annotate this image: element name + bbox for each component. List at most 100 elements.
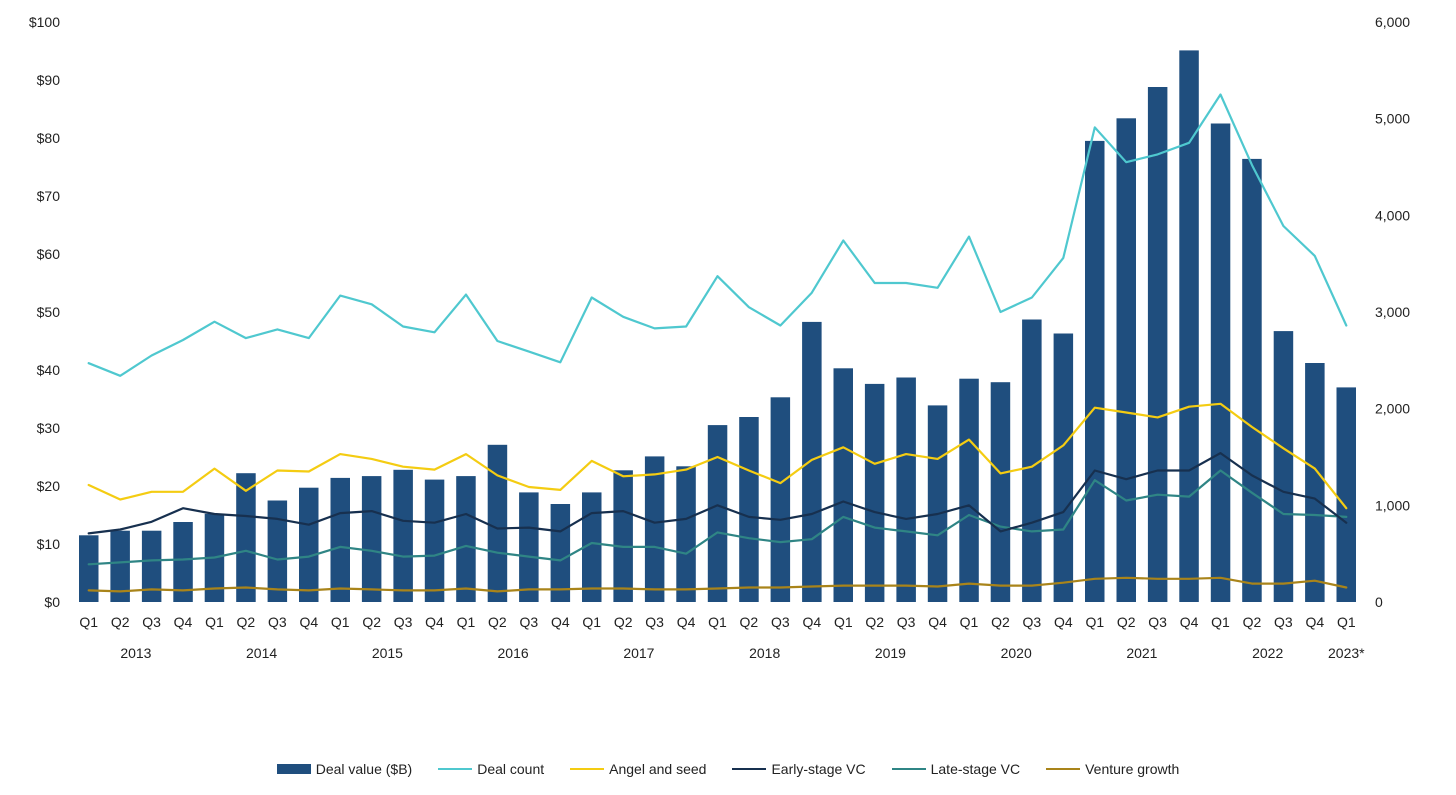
legend-item-deal-count: Deal count [438,761,544,777]
x-axis-quarter-label: Q3 [268,614,287,630]
x-axis-year-label: 2016 [498,645,529,661]
line-angel-and-seed [87,402,1348,510]
x-axis-quarter-label: Q2 [865,614,884,630]
legend-swatch-late-stage [891,768,926,770]
x-axis-quarter-label: Q1 [457,614,476,630]
bar-deal-value-22 [770,397,791,602]
bar-deal-value-23 [802,321,822,602]
x-axis-year-label: 2021 [1126,645,1157,661]
x-axis-year-label: 2018 [749,645,780,661]
x-axis-quarter-label: Q4 [1054,614,1073,630]
x-axis-quarter-label: Q4 [551,614,570,630]
legend-item-late-stage: Late-stage VC [891,761,1021,777]
legend-label-deal-value: Deal value ($B) [315,761,413,777]
legend-swatch-venture-growth [1046,768,1081,770]
bar-deal-value-8 [330,477,350,602]
bar-deal-value-28 [959,378,979,602]
x-axis-quarter-label: Q1 [79,614,98,630]
bar-deal-value-11 [424,479,445,602]
line-late-stage-vc [87,469,1348,566]
right-axis-tick-label: 4,000 [1375,207,1410,223]
legend-item-early-stage: Early-stage VC [732,761,866,777]
line-deal-count [87,93,1348,377]
legend-swatch-early-stage [732,768,767,770]
x-axis-quarter-label: Q1 [1085,614,1104,630]
x-axis-quarter-label: Q1 [205,614,224,630]
left-axis-tick-label: $70 [37,188,61,204]
bar-deal-value-19 [676,466,696,602]
right-axis-tick-label: 5,000 [1375,111,1410,127]
legend-item-deal-value: Deal value ($B) [276,761,413,777]
x-axis-year-label: 2015 [372,645,403,661]
x-axis-quarter-label: Q4 [928,614,947,630]
legend-swatch-deal-value [276,764,311,774]
bar-deal-value-5 [236,473,256,602]
right-axis-tick-label: 3,000 [1375,304,1410,320]
left-axis-tick-label: $50 [37,304,61,320]
x-axis-quarter-label: Q4 [299,614,318,630]
line-early-stage-vc [87,452,1348,535]
line-group [87,93,1348,593]
x-axis-year-label: 2014 [246,645,277,661]
bar-deal-value-9 [361,476,382,602]
x-axis-quarter-label: Q1 [1337,614,1356,630]
legend-label-early-stage: Early-stage VC [771,761,866,777]
legend-label-late-stage: Late-stage VC [930,761,1021,777]
x-axis-quarter-label: Q2 [488,614,507,630]
bar-deal-value-31 [1053,333,1074,602]
left-axis-tick-label: $80 [37,130,61,146]
x-axis-quarter-label: Q4 [802,614,821,630]
x-axis-quarter-label: Q4 [1180,614,1199,630]
bar-deal-value-3 [173,522,193,602]
legend-label-deal-count: Deal count [477,761,545,777]
bar-deal-value-29 [990,382,1011,602]
x-axis-year-label: 2023* [1328,645,1365,661]
bar-deal-value-20 [707,425,728,602]
x-axis-quarter-label: Q2 [740,614,759,630]
x-axis-quarter-label: Q3 [897,614,916,630]
x-axis-quarter-label: Q2 [1243,614,1262,630]
legend-swatch-angel-seed [570,768,605,770]
bar-deal-value-15 [550,504,571,602]
legend-label-venture-growth: Venture growth [1085,761,1180,777]
bar-deal-value-38 [1273,331,1294,602]
bar-deal-value-32 [1085,140,1105,602]
bar-deal-value-12 [456,476,476,602]
left-axis-tick-label: $100 [29,14,60,30]
bar-deal-value-2 [141,530,162,602]
x-axis-quarter-label: Q3 [645,614,664,630]
x-axis-quarter-label: Q1 [582,614,601,630]
bar-deal-value-21 [739,417,759,602]
left-axis-tick-label: $90 [37,72,61,88]
bar-deal-value-7 [299,487,319,602]
bar-deal-value-35 [1179,50,1199,602]
x-axis-quarter-label: Q2 [991,614,1010,630]
x-axis-quarter-label: Q3 [1274,614,1293,630]
x-axis-quarter-label: Q4 [174,614,193,630]
x-axis-quarter-label: Q4 [1305,614,1324,630]
bar-deal-value-24 [833,368,853,602]
bar-deal-value-18 [644,456,665,602]
x-axis-year-label: 2022 [1252,645,1283,661]
line-venture-growth [87,576,1348,593]
bar-deal-value-33 [1116,118,1136,603]
x-axis-quarter-label: Q4 [677,614,696,630]
bar-deal-value-36 [1210,123,1231,602]
legend-item-angel-seed: Angel and seed [570,761,706,777]
bar-deal-value-0 [79,535,99,602]
right-axis-tick-label: 2,000 [1375,401,1410,417]
axis-group: $0 $10 $20 $30 $40 $50 $60 $70 $80 $90 $100 0 1,000 2… [29,14,1410,661]
x-axis-quarter-label: Q1 [834,614,853,630]
x-axis-year-label: 2020 [1001,645,1032,661]
left-axis-tick-label: $30 [37,420,61,436]
bar-deal-value-26 [896,377,916,602]
bar-deal-value-17 [613,470,633,602]
x-axis-year-label: 2017 [623,645,654,661]
left-axis-tick-label: $40 [37,362,61,378]
x-axis-quarter-label: Q3 [1023,614,1042,630]
x-axis-quarter-label: Q1 [960,614,979,630]
bar-deal-value-25 [864,383,885,602]
x-axis-quarter-label: Q2 [1117,614,1136,630]
